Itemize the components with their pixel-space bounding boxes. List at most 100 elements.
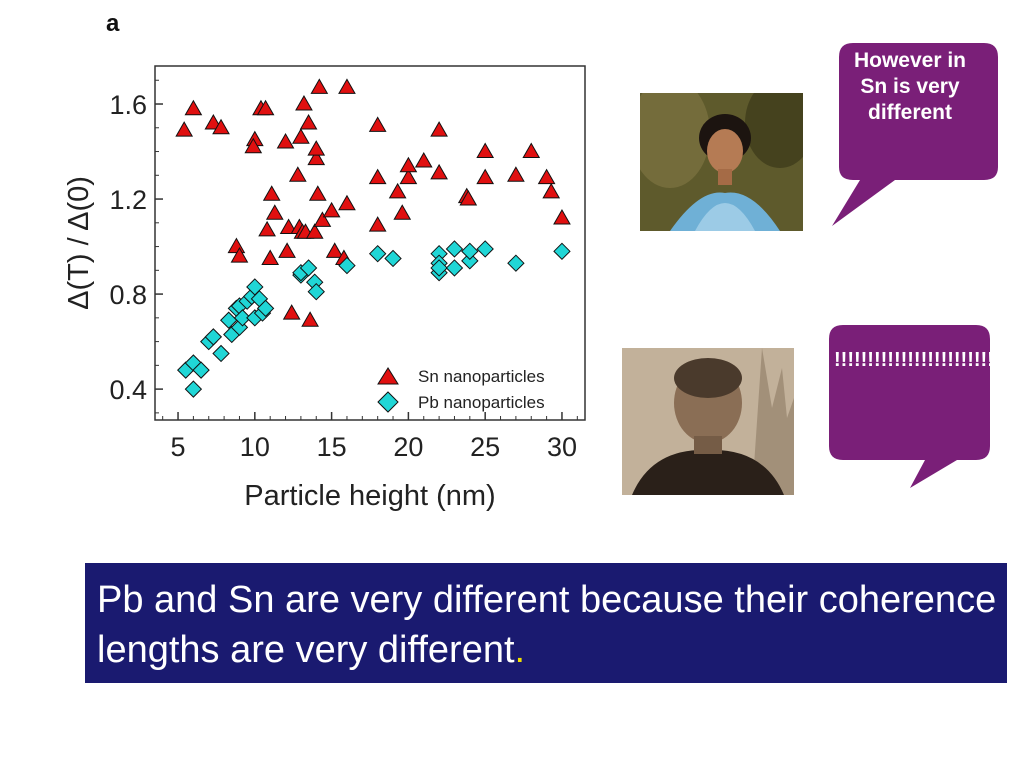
speech-bubble-1-shape: [832, 43, 998, 226]
pb-data-point: [445, 259, 464, 277]
caption-period: .: [514, 629, 526, 671]
man-portrait-photo: [622, 348, 794, 495]
sn-data-point: [338, 194, 356, 211]
x-tick-label: 30: [547, 432, 577, 462]
sn-data-point: [537, 168, 556, 185]
sn-data-point: [244, 137, 263, 154]
sn-data-point: [310, 78, 329, 94]
pb-data-point: [338, 256, 356, 275]
sn-data-point: [430, 163, 448, 180]
sn-data-point: [542, 182, 561, 199]
sn-data-point: [507, 166, 525, 182]
sn-data-point: [279, 218, 298, 235]
y-axis-label: Δ(T) / Δ(0): [63, 176, 95, 310]
sn-data-point: [262, 185, 281, 201]
x-tick-label: 5: [171, 432, 186, 462]
sn-data-point: [230, 247, 249, 263]
pb-data-point: [445, 240, 464, 258]
x-tick-label: 25: [470, 432, 500, 462]
sn-data-point: [308, 185, 327, 201]
scatter-chart: 5 10 15 20 25 30 0.4 0.8 1.2 1.6 Particle height…: [63, 65, 586, 512]
sn-data-point: [276, 133, 295, 149]
data-points: [175, 78, 571, 398]
sn-data-point: [399, 168, 418, 185]
sn-data-point: [459, 190, 478, 206]
sn-data-point: [288, 166, 307, 182]
pb-data-point: [476, 240, 494, 258]
y-tick-label: 0.4: [109, 375, 147, 405]
pb-data-point: [461, 252, 479, 270]
pb-data-point: [553, 242, 571, 261]
sn-data-point: [388, 182, 407, 199]
sn-data-point: [325, 242, 344, 258]
pb-data-point: [204, 328, 223, 346]
pb-data-point: [220, 311, 238, 329]
pb-data-point: [307, 282, 325, 301]
sn-data-point: [261, 249, 280, 265]
sn-data-point: [414, 152, 433, 168]
pb-data-point: [368, 244, 387, 263]
x-axis-label: Particle height (nm): [244, 480, 495, 512]
sn-data-point: [522, 142, 541, 159]
x-tick-label: 15: [317, 432, 347, 462]
sn-data-point: [258, 220, 276, 237]
sn-data-point: [292, 128, 310, 144]
speech-bubble-2-shape: [829, 325, 990, 488]
sn-data-point: [175, 121, 194, 137]
chart-legend: Sn nanoparticles Pb nanoparticles: [377, 367, 545, 413]
y-tick-labels: 0.4 0.8 1.2 1.6: [109, 90, 147, 405]
plot-frame: [154, 65, 586, 421]
y-tick-label: 1.2: [109, 185, 147, 215]
legend-label-pb: Pb nanoparticles: [418, 393, 545, 412]
pb-data-point: [507, 254, 525, 272]
sn-data-point: [278, 242, 296, 258]
caption-box: Pb and Sn are very different because the…: [85, 563, 1007, 683]
pb-data-point: [192, 361, 210, 379]
pb-data-point: [233, 309, 252, 327]
legend-marker-pb: [377, 391, 399, 413]
axis-ticks: [155, 79, 578, 420]
sn-data-point: [368, 168, 387, 185]
sn-data-point: [305, 223, 324, 239]
sn-data-point: [322, 201, 341, 218]
pb-data-point: [256, 299, 275, 318]
caption-text: Pb and Sn are very different because the…: [97, 579, 997, 671]
pb-data-point: [299, 259, 318, 277]
y-tick-label: 0.8: [109, 280, 147, 310]
sn-data-point: [301, 311, 319, 327]
sn-data-point: [184, 99, 203, 116]
speech-bubble-1-text: However in Sn is very different: [853, 49, 967, 124]
sn-data-point: [368, 116, 387, 132]
x-tick-label: 10: [240, 432, 270, 462]
y-tick-label: 1.6: [109, 90, 147, 120]
sn-data-point: [338, 78, 356, 94]
sn-data-point: [295, 95, 313, 111]
pb-data-point: [430, 259, 448, 277]
pb-data-point: [384, 249, 402, 268]
sn-data-point: [256, 99, 275, 116]
sn-data-point: [313, 211, 332, 227]
sn-data-point: [553, 209, 571, 225]
pb-data-point: [212, 344, 230, 363]
speech-bubble-2-text: !!!!!!!!!!!!!!!!!!!!!!!!!!!: [834, 349, 1014, 371]
sn-data-point: [299, 114, 318, 130]
sn-data-point: [212, 118, 230, 135]
pb-data-point: [184, 380, 203, 398]
sn-data-point: [430, 121, 448, 137]
x-tick-labels: 5 10 15 20 25 30: [171, 432, 577, 462]
legend-label-sn: Sn nanoparticles: [418, 367, 545, 386]
panel-letter: a: [106, 10, 120, 37]
sn-data-point: [399, 156, 418, 173]
sn-data-point: [265, 204, 284, 220]
sn-data-point: [393, 204, 412, 220]
x-tick-label: 20: [393, 432, 423, 462]
pb-data-point: [461, 242, 479, 261]
sn-data-point: [476, 168, 495, 185]
woman-portrait-photo: [640, 93, 803, 231]
sn-data-point: [282, 304, 301, 320]
legend-marker-sn: [377, 367, 399, 385]
sn-data-point: [307, 149, 326, 166]
sn-data-point: [476, 142, 495, 159]
sn-data-point: [368, 216, 387, 232]
